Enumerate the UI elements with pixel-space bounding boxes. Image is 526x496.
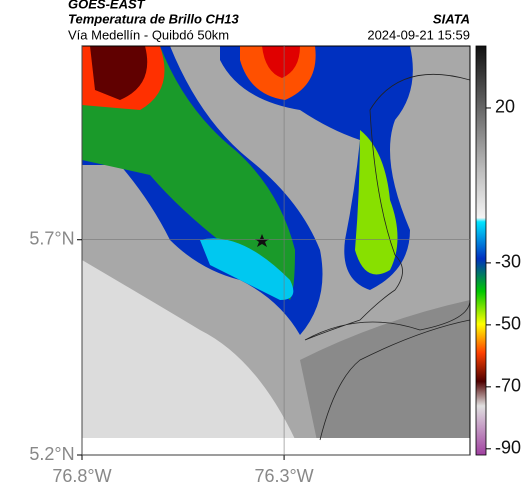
y-tick-label: 5.7°N (29, 228, 74, 248)
colorbar-tick-label: -90 (495, 438, 521, 458)
y-tick-label: 5.2°N (29, 444, 74, 464)
map-image (82, 46, 470, 455)
colorbar-tick-label: -70 (495, 376, 521, 396)
title: Temperatura de Brillo CH13 (68, 11, 240, 26)
colorbar-tick-label: 20 (495, 97, 515, 117)
colorbar-tick-label: -30 (495, 252, 521, 272)
colorbar-tick-label: -50 (495, 314, 521, 334)
x-tick-label: 76.8°W (52, 466, 111, 486)
credit: SIATA (433, 11, 470, 26)
timestamp: 2024-09-21 15:59 (367, 27, 470, 42)
source: GOES-EAST (68, 0, 146, 11)
subtitle: Vía Medellín - Quibdó 50km (68, 27, 229, 42)
colorbar (475, 45, 487, 456)
x-tick-label: 76.3°W (254, 466, 313, 486)
